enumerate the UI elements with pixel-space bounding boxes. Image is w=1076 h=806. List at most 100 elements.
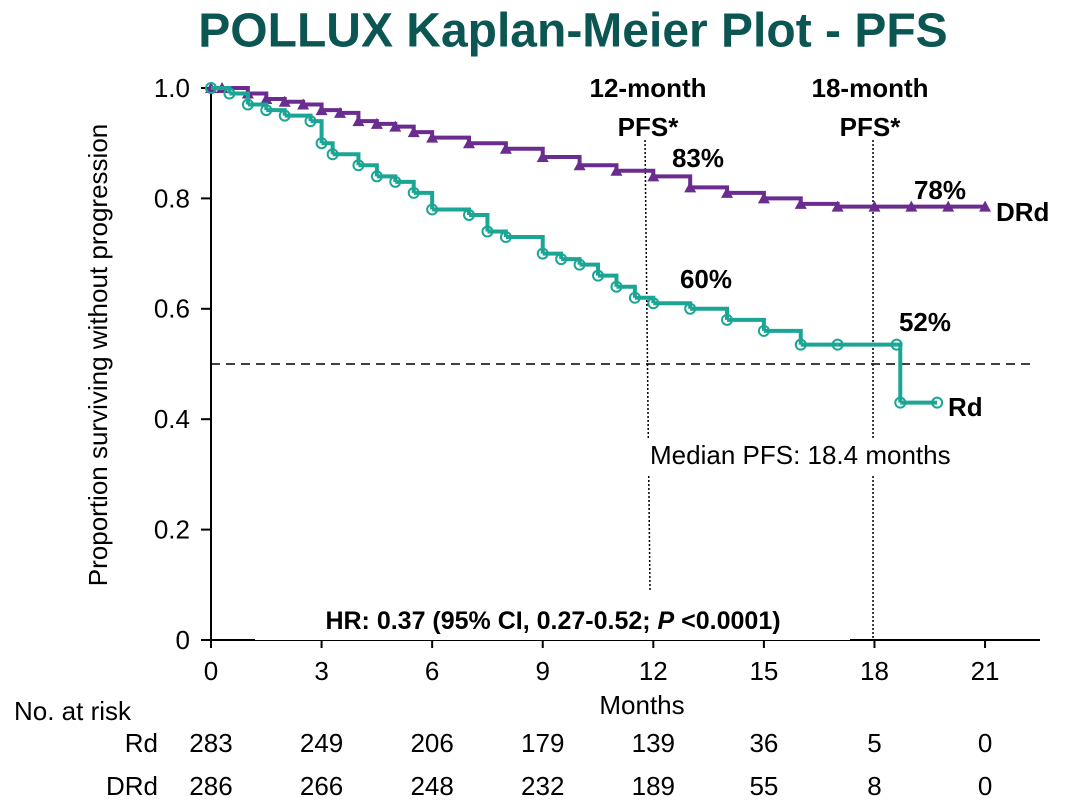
step-segment	[598, 273, 619, 287]
step-segment	[800, 201, 840, 207]
landmark-line	[644, 139, 651, 591]
label-background	[644, 438, 1022, 474]
y-axis-label: Proportion surviving without progression	[83, 124, 113, 586]
chart-title: POLLUX Kaplan-Meier Plot - PFS	[198, 5, 947, 58]
censor-marker	[389, 120, 402, 132]
censor-marker	[831, 338, 844, 351]
censor-marker	[463, 137, 476, 149]
censor-marker	[260, 93, 273, 105]
censor-marker	[352, 115, 365, 127]
risk-count: 283	[189, 728, 232, 758]
risk-row-label: DRd	[106, 771, 158, 801]
censor-marker	[647, 170, 660, 182]
censor-marker	[370, 117, 383, 129]
censor-marker	[794, 197, 807, 209]
step-segment	[358, 163, 379, 177]
censor-marker	[831, 200, 844, 212]
x-tick-label: 6	[425, 656, 439, 686]
step-segment	[395, 179, 416, 193]
risk-count: 206	[410, 728, 453, 758]
x-tick-label: 15	[749, 656, 778, 686]
censor-marker	[326, 148, 339, 161]
risk-count: 249	[300, 728, 343, 758]
x-tick-label: 0	[204, 656, 218, 686]
censor-marker	[894, 396, 907, 409]
censor-marker	[592, 269, 605, 282]
step-segment	[690, 306, 730, 320]
annotation: 52%	[899, 307, 951, 337]
censor-marker	[536, 151, 549, 162]
censor-marker	[499, 142, 512, 154]
y-tick-label: 0	[176, 625, 190, 655]
x-tick-label: 18	[860, 656, 889, 686]
annotation: 78%	[914, 175, 966, 205]
risk-count: 0	[978, 771, 992, 801]
step-segment	[310, 119, 324, 144]
hr-text-part: P	[658, 607, 675, 635]
annotation: 18-month	[812, 73, 929, 103]
series	[205, 82, 944, 409]
censor-marker	[931, 396, 944, 409]
censor-marker	[499, 231, 512, 244]
y-tick-label: 0.4	[154, 404, 190, 434]
risk-count: 55	[749, 771, 778, 801]
censor-marker	[905, 200, 918, 212]
censor-marker	[942, 200, 955, 212]
annotation: 12-month	[590, 73, 707, 103]
censor-marker	[389, 175, 402, 188]
x-axis-label: Months	[599, 690, 684, 720]
annotation: 60%	[680, 264, 732, 294]
annotation: Median PFS: 18.4 months	[650, 440, 951, 470]
risk-count: 0	[978, 728, 992, 758]
risk-count: 36	[749, 728, 778, 758]
step-segment	[321, 141, 335, 155]
annotation: PFS*	[840, 112, 902, 142]
step-segment	[653, 174, 693, 188]
censor-marker	[407, 126, 420, 138]
censor-marker	[536, 247, 549, 260]
step-segment	[505, 235, 545, 254]
step-segment	[229, 91, 250, 105]
legend-label: DRd	[996, 197, 1049, 227]
censor-marker	[573, 159, 586, 171]
x-tick-label: 9	[536, 656, 550, 686]
step-segment	[727, 317, 766, 331]
censor-marker	[794, 338, 807, 351]
censor-marker	[647, 297, 660, 310]
risk-row-label: Rd	[125, 728, 158, 758]
censor-marker	[463, 208, 476, 221]
risk-count: 8	[867, 771, 881, 801]
step-segment	[579, 262, 601, 276]
risk-count: 248	[410, 771, 453, 801]
risk-count: 5	[867, 728, 881, 758]
censor-marker	[205, 82, 217, 94]
censor-marker	[315, 104, 328, 116]
censor-marker	[407, 186, 420, 199]
y-tick-label: 0.6	[154, 294, 190, 324]
censor-marker	[352, 159, 365, 172]
censor-marker	[868, 200, 881, 212]
censor-marker	[757, 192, 770, 204]
y-tick-label: 1.0	[154, 73, 190, 103]
hr-text-part: HR: 0.37 (95% CI, 0.27-0.52;	[325, 607, 657, 635]
y-tick-label: 0.8	[154, 183, 190, 213]
x-tick-label: 3	[314, 656, 328, 686]
censor-marker	[610, 280, 623, 293]
censor-marker	[370, 170, 383, 183]
censor-marker	[628, 291, 641, 304]
censor-marker	[890, 338, 903, 351]
hr-text: HR: 0.37 (95% CI, 0.27-0.52; P <0.0001)	[325, 607, 780, 635]
censor-marker	[297, 98, 310, 110]
label-background	[255, 600, 850, 640]
step-segment	[616, 284, 637, 298]
hr-text-part: <0.0001)	[674, 607, 780, 635]
censor-marker	[426, 131, 439, 143]
x-tick-label: 12	[639, 656, 668, 686]
censor-marker	[241, 98, 254, 111]
step-segment	[469, 212, 490, 232]
step-segment	[413, 190, 435, 210]
censor-marker	[757, 324, 770, 337]
censor-marker	[278, 109, 291, 122]
risk-count: 266	[300, 771, 343, 801]
